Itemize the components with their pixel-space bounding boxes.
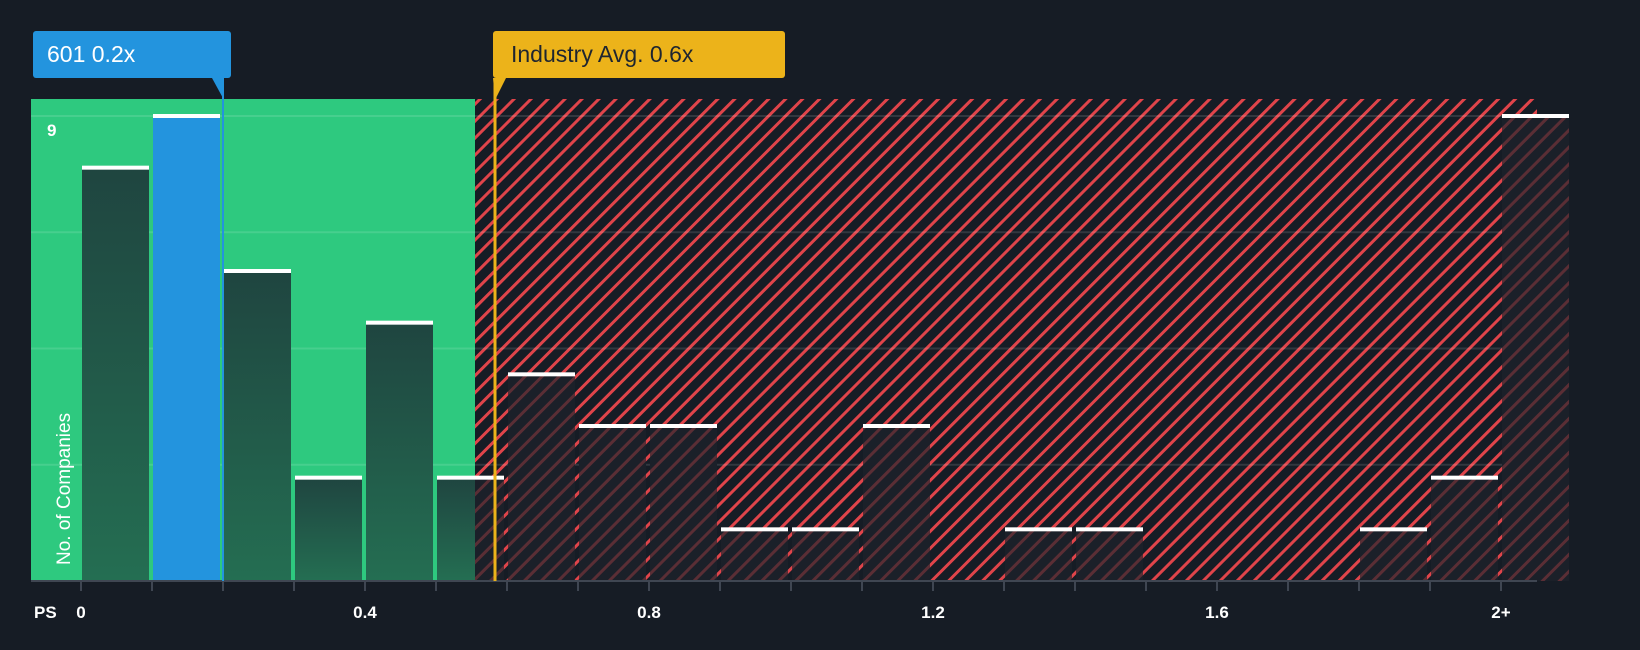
- histogram-bar: [224, 269, 291, 581]
- x-axis-ticks: [80, 582, 1502, 591]
- bars: [82, 114, 1569, 581]
- histogram-bar: [1431, 475, 1498, 581]
- histogram-bar: [508, 372, 575, 581]
- histogram-bar: [721, 527, 788, 581]
- histogram-bar: [82, 165, 149, 581]
- x-tick-label: 0: [76, 603, 86, 622]
- histogram-bar: [792, 527, 859, 581]
- company-ps-callout: 601 0.2x: [33, 31, 231, 78]
- histogram-bar: [579, 424, 646, 581]
- histogram-bar: [863, 424, 930, 581]
- industry-callout-pointer: [493, 78, 506, 100]
- y-axis-title: No. of Companies: [54, 412, 75, 565]
- x-axis-prefix: PS: [34, 603, 57, 622]
- x-tick-label: 1.2: [921, 603, 945, 622]
- histogram-bar: [1502, 114, 1569, 581]
- x-tick-label: 2+: [1491, 603, 1511, 622]
- histogram-bar: [1360, 527, 1427, 581]
- histogram-bar: [437, 475, 504, 581]
- histogram-bar: [1005, 527, 1072, 581]
- x-tick-label: 1.6: [1205, 603, 1229, 622]
- histogram-bar: [650, 424, 717, 581]
- y-top-tick-label: 9: [47, 121, 57, 140]
- histogram-bar: [295, 475, 362, 581]
- x-tick-label: 0.8: [637, 603, 661, 622]
- histogram-bar: [366, 320, 433, 581]
- company-callout-pointer: [212, 78, 224, 100]
- x-tick-label: 0.4: [353, 603, 377, 622]
- industry-avg-callout: Industry Avg. 0.6x: [493, 31, 785, 78]
- histogram-bar: [1076, 527, 1143, 581]
- histogram-bar: [153, 114, 220, 581]
